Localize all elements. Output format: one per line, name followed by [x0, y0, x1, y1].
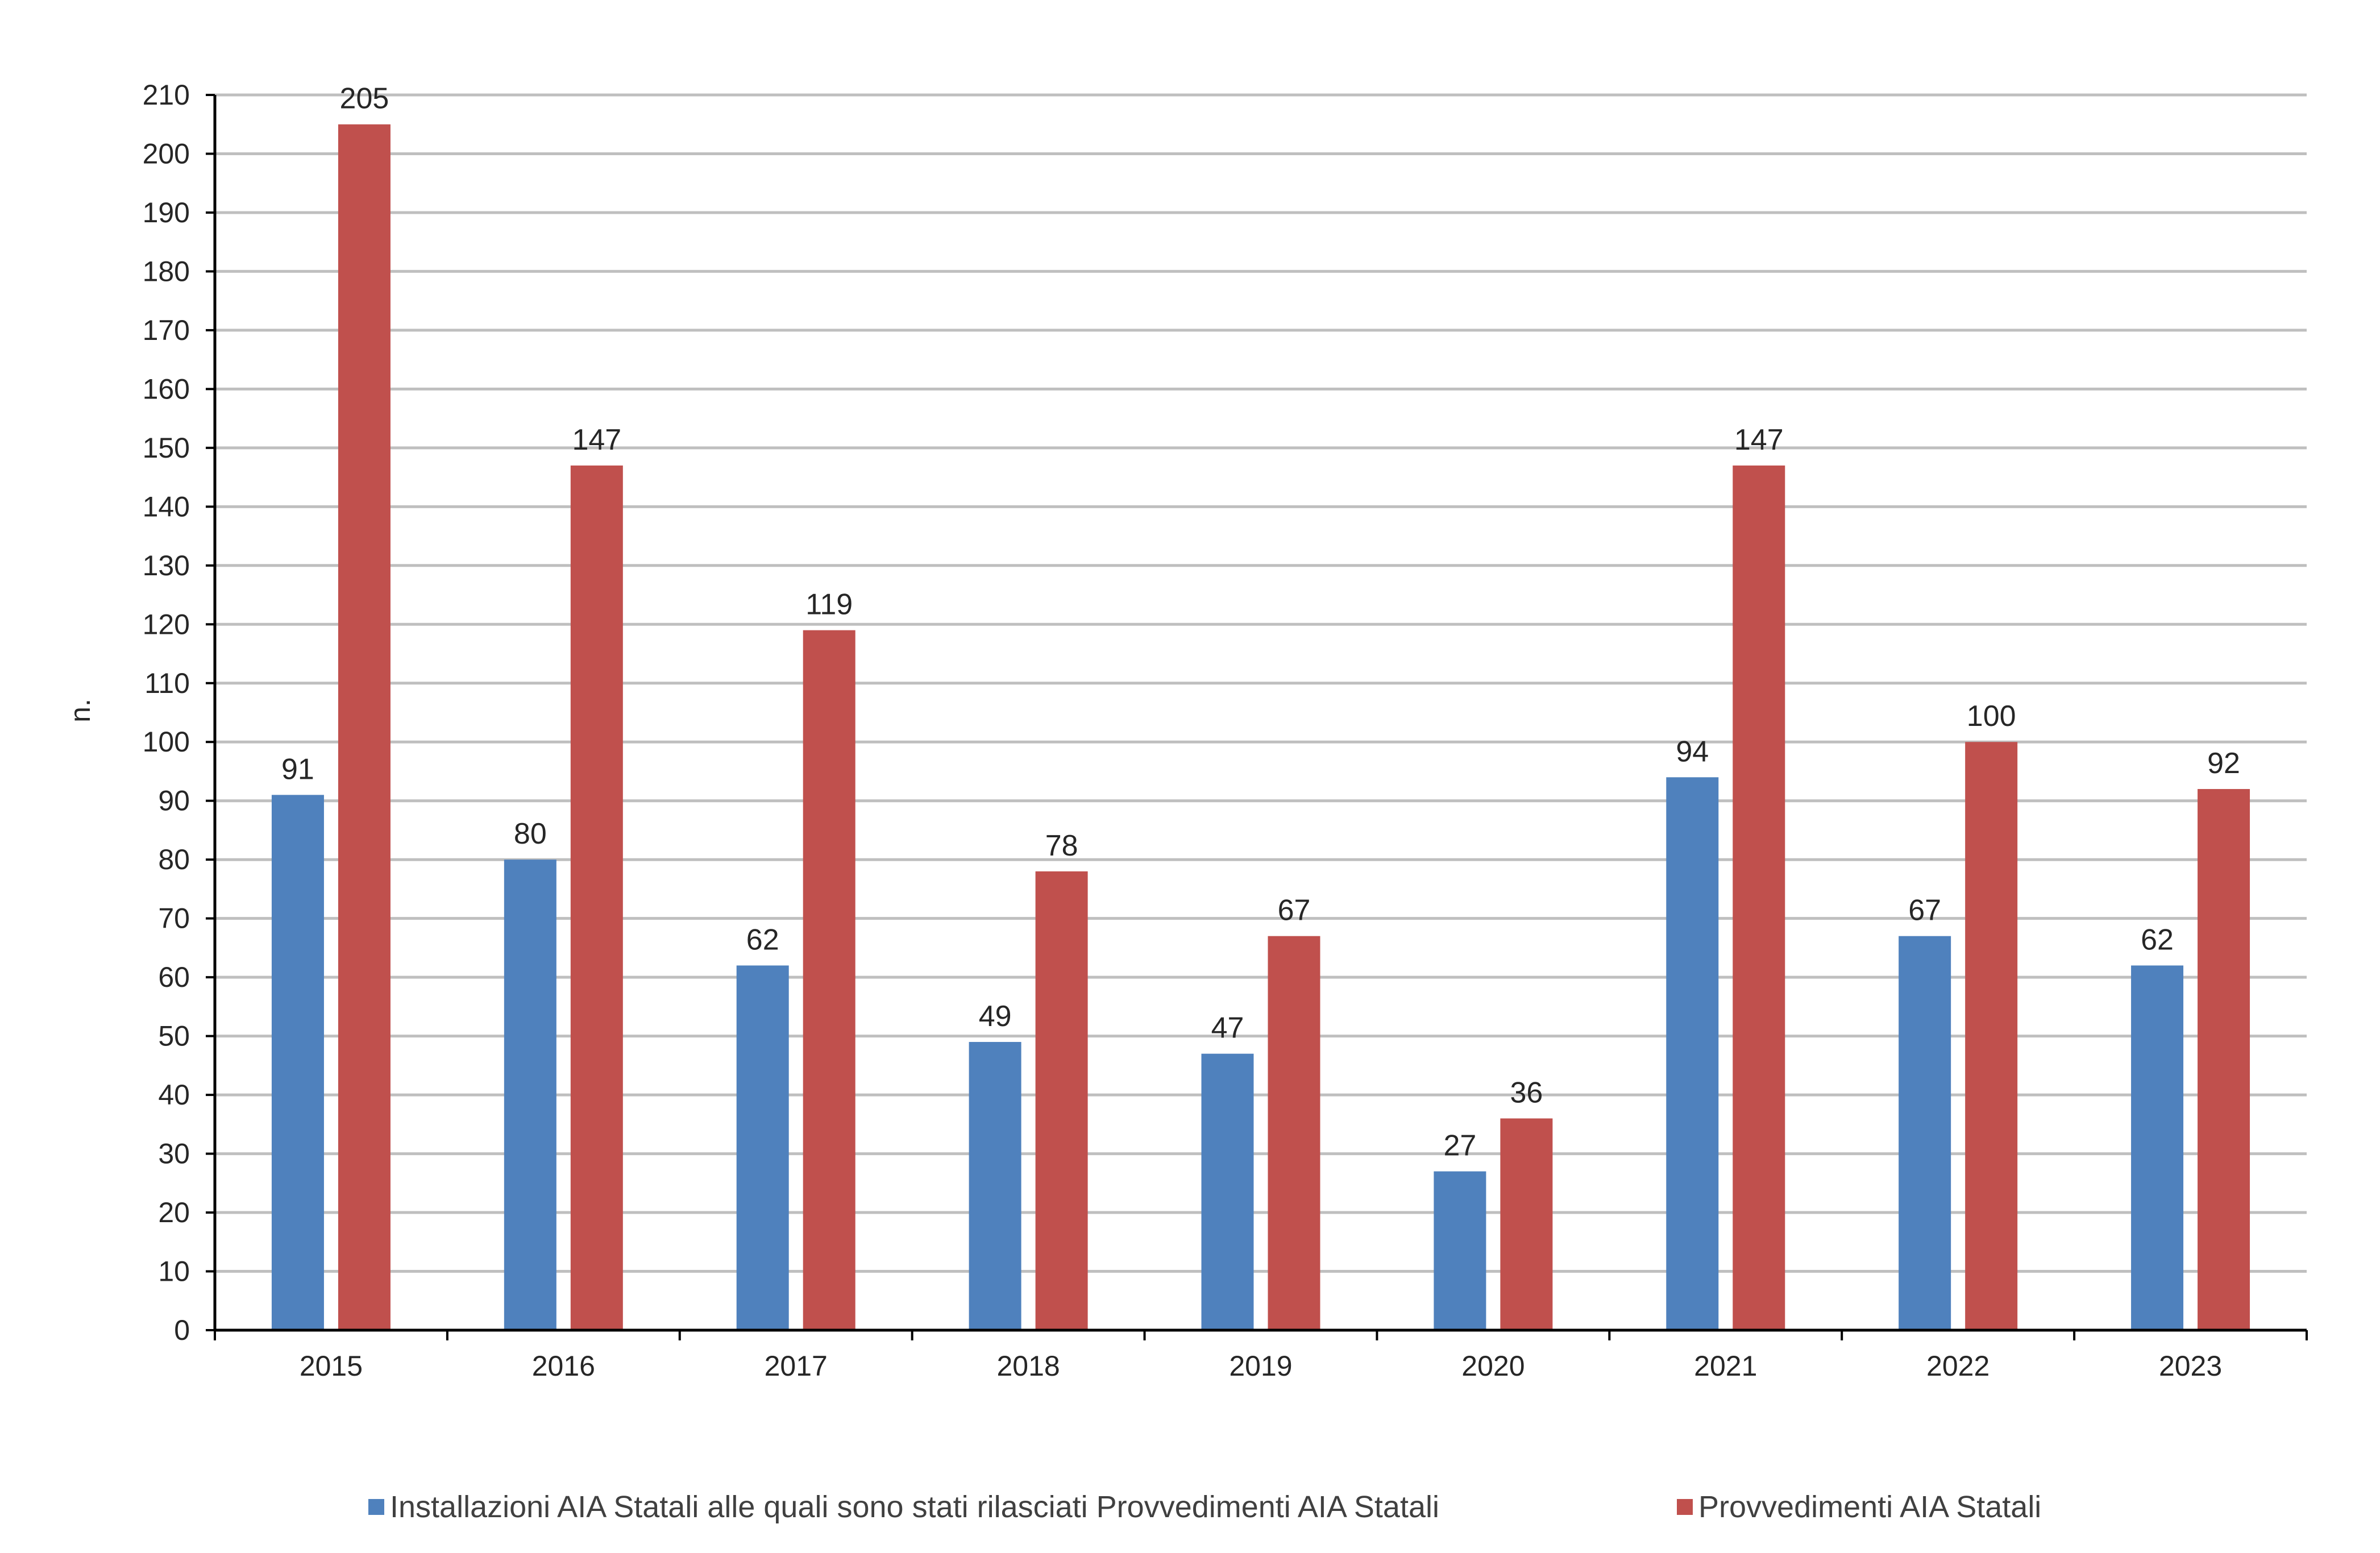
data-label: 80 [514, 817, 547, 850]
data-label: 47 [1211, 1012, 1244, 1045]
y-tick-label: 160 [143, 373, 190, 405]
legend: Installazioni AIA Statali alle quali son… [0, 1489, 2380, 1535]
data-label: 62 [746, 923, 779, 956]
y-tick-label: 150 [143, 432, 190, 464]
bar-installazioni-2019 [1201, 1053, 1254, 1330]
data-label: 205 [340, 82, 389, 115]
legend-swatch-provvedimenti [1677, 1499, 1693, 1515]
bar-installazioni-2022 [1899, 936, 1951, 1330]
x-tick-label: 2017 [765, 1350, 828, 1382]
data-label: 62 [2141, 923, 2174, 956]
bar-provvedimenti-2022 [1965, 742, 2018, 1330]
x-tick-label: 2023 [2159, 1350, 2222, 1382]
y-tick-label: 70 [158, 903, 190, 935]
y-tick-labels: 0 10 20 30 40 50 60 70 80 90 100 110 120 130 140 150 160… [143, 79, 190, 1346]
axes [206, 94, 2308, 1340]
y-tick-label: 40 [158, 1079, 190, 1111]
bar-installazioni-2017 [736, 965, 789, 1330]
x-tick-label: 2015 [300, 1350, 363, 1382]
legend-label-installazioni: Installazioni AIA Statali alle quali son… [390, 1490, 1439, 1524]
bar-installazioni-2018 [969, 1041, 1021, 1330]
bar-provvedimenti-2015 [338, 124, 391, 1331]
y-tick-label: 50 [158, 1020, 190, 1052]
y-tick-label: 20 [158, 1197, 190, 1228]
legend-item-installazioni: Installazioni AIA Statali alle quali son… [368, 1489, 1439, 1525]
bar-provvedimenti-2019 [1268, 936, 1320, 1330]
x-tick-label: 2021 [1694, 1350, 1757, 1382]
y-tick-label: 120 [143, 608, 190, 640]
bar-provvedimenti-2020 [1500, 1118, 1553, 1330]
bar-installazioni-2015 [271, 795, 324, 1330]
x-tick-label: 2016 [532, 1350, 595, 1382]
bar-installazioni-2020 [1434, 1171, 1486, 1330]
y-tick-label: 0 [174, 1314, 190, 1346]
bar-installazioni-2021 [1666, 777, 1719, 1330]
x-tick-label: 2022 [1926, 1350, 1989, 1382]
y-tick-label: 30 [158, 1138, 190, 1170]
x-tick-label: 2018 [996, 1350, 1060, 1382]
y-tick-label: 190 [143, 197, 190, 229]
x-tick-labels: 2015 2016 2017 2018 2019 2020 2021 2022 2023 [300, 1350, 2222, 1382]
data-label: 147 [1734, 423, 1784, 456]
y-tick-label: 60 [158, 961, 190, 993]
legend-label-provvedimenti: Provvedimenti AIA Statali [1698, 1490, 2042, 1524]
data-labels: 91 205 80 147 62 119 49 78 47 67 27 36 94 147 67 100 62 9… [281, 82, 2240, 1162]
bar-installazioni-2016 [504, 859, 556, 1330]
data-label: 94 [1676, 735, 1709, 768]
data-label: 49 [979, 1000, 1012, 1033]
bar-provvedimenti-2017 [803, 630, 855, 1330]
bar-provvedimenti-2018 [1035, 871, 1088, 1330]
bar-provvedimenti-2023 [2198, 789, 2250, 1330]
bar-provvedimenti-2016 [570, 465, 623, 1330]
bar-installazioni-2023 [2131, 965, 2184, 1330]
data-label: 67 [1278, 894, 1311, 927]
x-tick-label: 2020 [1461, 1350, 1525, 1382]
data-label: 36 [1510, 1076, 1543, 1109]
y-tick-label: 110 [144, 667, 190, 699]
data-label: 27 [1443, 1130, 1476, 1162]
y-tick-label: 10 [158, 1256, 190, 1288]
data-label: 147 [572, 423, 621, 456]
data-label: 91 [281, 753, 314, 786]
y-tick-label: 100 [143, 726, 190, 758]
y-tick-label: 130 [143, 550, 190, 582]
y-axis-label: n. [64, 699, 96, 722]
legend-item-provvedimenti: Provvedimenti AIA Statali [1677, 1489, 2041, 1525]
data-label: 78 [1045, 829, 1078, 862]
gridlines [215, 93, 2307, 1273]
bar-chart: 0 10 20 30 40 50 60 70 80 90 100 110 120 130 140 150 160… [64, 79, 2308, 1382]
x-tick-label: 2019 [1229, 1350, 1292, 1382]
data-label: 92 [2207, 747, 2240, 780]
y-tick-label: 80 [158, 844, 190, 875]
legend-swatch-installazioni [368, 1499, 384, 1515]
y-tick-label: 180 [143, 255, 190, 287]
bars [271, 124, 2250, 1331]
y-tick-label: 170 [143, 314, 190, 346]
data-label: 119 [805, 588, 853, 621]
data-label: 67 [1908, 894, 1941, 927]
bar-provvedimenti-2021 [1733, 465, 1785, 1330]
y-tick-label: 210 [143, 79, 190, 111]
y-tick-label: 200 [143, 138, 190, 169]
y-tick-label: 140 [143, 491, 190, 522]
data-label: 100 [1967, 700, 2016, 733]
y-tick-label: 90 [158, 785, 190, 817]
